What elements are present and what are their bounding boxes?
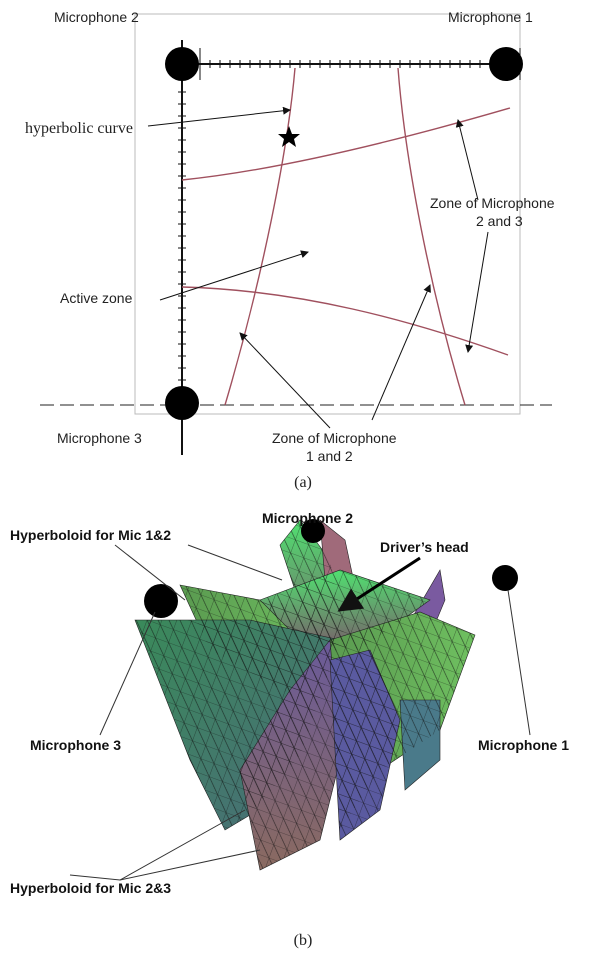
ticks xyxy=(168,48,521,406)
label: Microphone 2 xyxy=(262,510,353,526)
mic-dot xyxy=(165,47,199,81)
caption: (a) xyxy=(294,474,312,491)
label: Driver’s head xyxy=(380,539,469,555)
label: Hyperboloid for Mic 1&2 xyxy=(10,527,171,543)
star xyxy=(278,126,300,147)
curve xyxy=(181,286,509,356)
leader xyxy=(119,849,261,881)
curve xyxy=(181,107,511,181)
surfaces xyxy=(134,519,476,871)
arrow xyxy=(465,231,489,353)
label: Active zone xyxy=(60,290,133,306)
label: Microphone 2 xyxy=(54,9,139,25)
label: Microphone 3 xyxy=(57,430,142,446)
mic-dot xyxy=(165,386,199,420)
label: Microphone 3 xyxy=(30,737,121,753)
label: 1 and 2 xyxy=(306,448,353,464)
curve xyxy=(397,67,466,406)
mic-dot xyxy=(144,584,178,618)
arrow xyxy=(159,250,309,301)
label: Microphone 1 xyxy=(448,9,533,25)
arrow xyxy=(239,332,331,429)
mic-dot xyxy=(492,565,518,591)
leader xyxy=(99,611,156,736)
diagram-b: Hyperboloid for Mic 1&2 Microphone 2 Dri… xyxy=(10,510,569,949)
leader xyxy=(187,544,283,581)
label: Hyperboloid for Mic 2&3 xyxy=(10,880,171,896)
label: Microphone 1 xyxy=(478,737,569,753)
curve xyxy=(224,67,296,406)
label: 2 and 3 xyxy=(476,213,523,229)
leader xyxy=(69,809,246,881)
leader xyxy=(507,589,531,736)
mic-dot xyxy=(301,519,325,543)
arrow xyxy=(455,119,479,201)
label: hyperbolic curve xyxy=(25,120,133,137)
label: Zone of Microphone xyxy=(272,430,397,446)
arrow xyxy=(371,284,431,421)
mic-dot xyxy=(489,47,523,81)
arrow xyxy=(337,556,421,612)
diagram-a: Microphone 2 Microphone 1 hyperbolic cur… xyxy=(25,9,555,491)
frame xyxy=(134,13,521,415)
caption: (b) xyxy=(294,932,313,949)
label: Zone of Microphone xyxy=(430,195,555,211)
arrow xyxy=(147,106,291,127)
leader xyxy=(114,544,186,601)
